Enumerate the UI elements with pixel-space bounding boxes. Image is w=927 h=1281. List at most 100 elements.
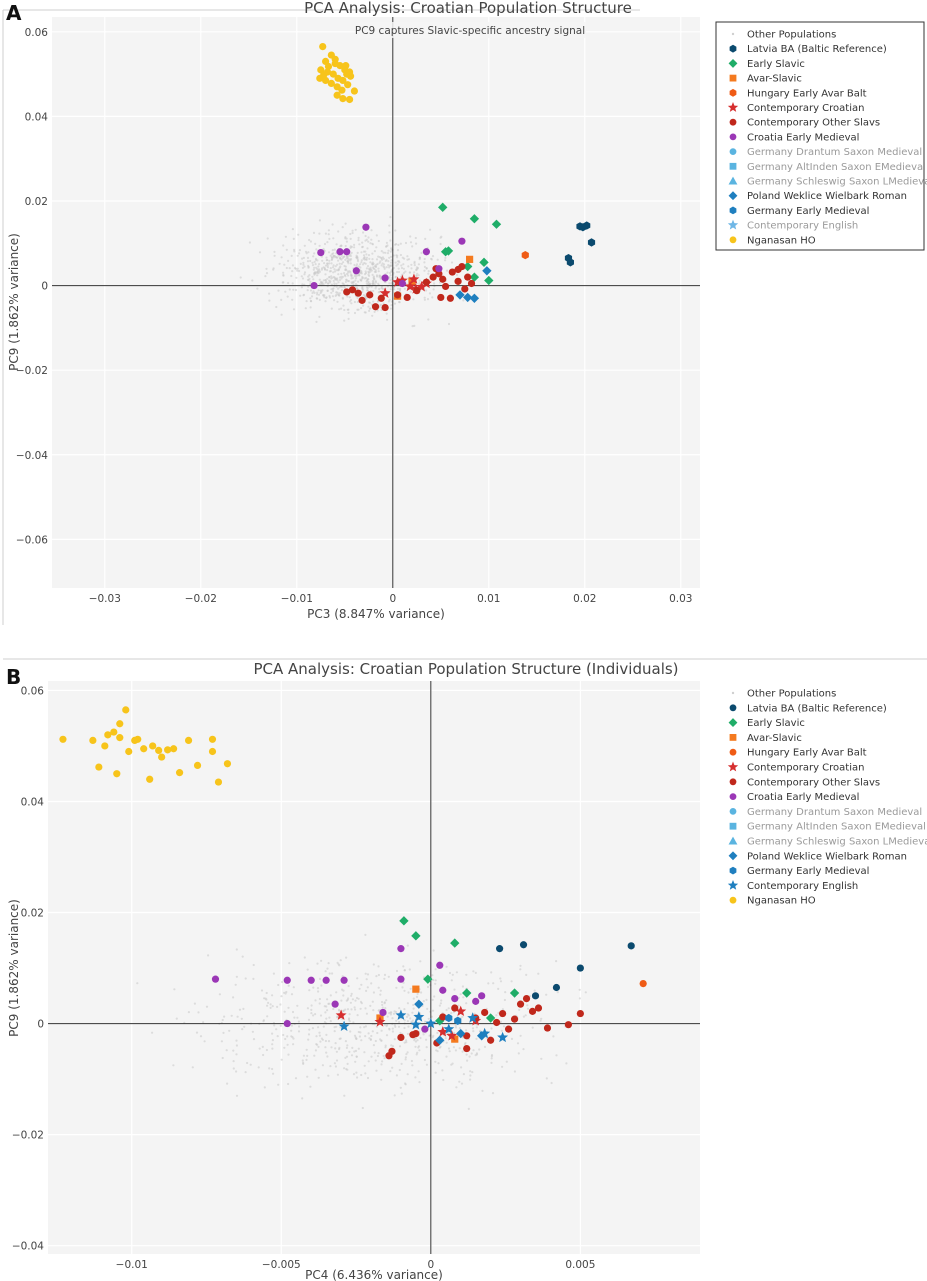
point-contemporary-other-slavs bbox=[454, 277, 462, 285]
legend-item-other-populations[interactable]: Other Populations bbox=[731, 30, 837, 41]
legend-item-germany-early-medieval[interactable]: Germany Early Medieval bbox=[729, 206, 870, 217]
other-population-point bbox=[315, 1035, 318, 1038]
panel-b-title: PCA Analysis: Croatian Population Struct… bbox=[253, 660, 678, 678]
other-population-point bbox=[431, 974, 434, 977]
other-population-point bbox=[469, 1078, 472, 1081]
other-population-point bbox=[412, 1003, 415, 1007]
other-population-point bbox=[312, 231, 316, 234]
other-population-point bbox=[405, 1015, 409, 1019]
other-population-point bbox=[297, 1020, 300, 1023]
other-population-point bbox=[307, 1018, 311, 1021]
other-population-point bbox=[406, 1073, 409, 1076]
other-population-point bbox=[460, 1082, 464, 1085]
point-nganasan-ho bbox=[333, 91, 341, 99]
other-population-point bbox=[362, 254, 366, 257]
other-population-point bbox=[249, 1063, 252, 1066]
other-population-point bbox=[271, 1043, 274, 1046]
other-population-point bbox=[351, 282, 354, 285]
legend-item-hungary-early-avar-balt[interactable]: Hungary Early Avar Balt bbox=[729, 88, 867, 99]
other-population-point bbox=[418, 282, 421, 285]
other-population-point bbox=[402, 981, 405, 984]
legend-marker bbox=[727, 761, 739, 772]
point-poland-weklice-wielbark-roman bbox=[414, 999, 424, 1009]
legend-item-contemporary-english[interactable]: Contemporary English bbox=[727, 219, 858, 232]
legend-item-early-slavic[interactable]: Early Slavic bbox=[728, 59, 805, 70]
panel-a-legend-box bbox=[715, 21, 925, 251]
other-population-point bbox=[280, 313, 283, 316]
other-population-point bbox=[292, 1037, 295, 1040]
legend-item-contemporary-english[interactable]: Contemporary English bbox=[727, 879, 858, 892]
other-population-point bbox=[287, 984, 290, 987]
other-population-point bbox=[238, 1008, 242, 1011]
other-population-point bbox=[470, 1052, 473, 1055]
legend-item-germany-schleswig-saxon-lmedieval[interactable]: Germany Schleswig Saxon LMedieval bbox=[728, 177, 927, 188]
other-population-point bbox=[355, 1071, 358, 1074]
legend-item-contemporary-other-slavs[interactable]: Contemporary Other Slavs bbox=[729, 777, 881, 788]
other-population-point bbox=[232, 996, 235, 999]
legend-item-early-slavic[interactable]: Early Slavic bbox=[728, 718, 805, 729]
other-population-point bbox=[316, 962, 319, 965]
other-population-point bbox=[365, 238, 368, 241]
other-population-point bbox=[366, 265, 370, 268]
other-population-point bbox=[332, 256, 335, 259]
point-croatia-early-medieval bbox=[362, 223, 370, 231]
other-population-point bbox=[363, 1026, 366, 1029]
other-population-point bbox=[319, 1040, 322, 1043]
other-population-point bbox=[292, 237, 295, 240]
legend-item-germany-schleswig-saxon-lmedieval[interactable]: Germany Schleswig Saxon LMedieval bbox=[728, 837, 927, 848]
legend-item-avar-slavic[interactable]: Avar-Slavic bbox=[729, 74, 802, 85]
other-population-point bbox=[256, 287, 259, 290]
point-contemporary-english bbox=[443, 1023, 455, 1034]
other-population-point bbox=[343, 1094, 346, 1097]
other-population-point bbox=[337, 273, 340, 276]
legend-item-latvia-ba-baltic-reference[interactable]: Latvia BA (Baltic Reference) bbox=[729, 703, 887, 714]
legend-item-germany-altinden-saxon-emedieval[interactable]: Germany AltInden Saxon EMedieval bbox=[729, 822, 926, 833]
other-population-point bbox=[336, 961, 339, 965]
legend-item-latvia-ba-baltic-reference[interactable]: Latvia BA (Baltic Reference) bbox=[729, 44, 887, 55]
other-population-point bbox=[490, 1055, 493, 1058]
other-population-point bbox=[522, 1048, 525, 1051]
other-population-point bbox=[437, 1062, 440, 1065]
legend-label: Hungary Early Avar Balt bbox=[747, 748, 867, 759]
other-population-point bbox=[487, 982, 490, 985]
legend-item-germany-altinden-saxon-emedieval[interactable]: Germany AltInden Saxon EMedieval bbox=[729, 162, 926, 173]
legend-item-hungary-early-avar-balt[interactable]: Hungary Early Avar Balt bbox=[729, 748, 867, 759]
point-croatia-early-medieval bbox=[283, 1019, 291, 1028]
other-population-point bbox=[294, 1077, 298, 1080]
other-population-point bbox=[351, 998, 354, 1001]
legend-item-avar-slavic[interactable]: Avar-Slavic bbox=[729, 733, 802, 744]
legend-item-contemporary-other-slavs[interactable]: Contemporary Other Slavs bbox=[729, 118, 881, 129]
other-population-point bbox=[332, 237, 335, 240]
other-population-point bbox=[519, 964, 522, 967]
other-population-point bbox=[173, 988, 176, 991]
other-population-point bbox=[335, 243, 338, 246]
other-population-point bbox=[309, 280, 312, 283]
other-population-point bbox=[403, 1026, 406, 1030]
x-tick-label: 0.02 bbox=[573, 593, 596, 605]
legend-item-nganasan-ho[interactable]: Nganasan HO bbox=[729, 896, 816, 907]
legend-item-other-populations[interactable]: Other Populations bbox=[731, 689, 837, 700]
other-population-point bbox=[439, 242, 442, 246]
point-croatia-early-medieval bbox=[331, 1000, 339, 1008]
other-population-point bbox=[323, 262, 326, 265]
other-population-point bbox=[329, 1020, 332, 1023]
other-population-point bbox=[371, 258, 374, 261]
other-population-point bbox=[340, 999, 343, 1002]
other-population-point bbox=[438, 1004, 441, 1007]
legend-item-croatia-early-medieval[interactable]: Croatia Early Medieval bbox=[729, 132, 860, 143]
legend-item-germany-drantum-saxon-medieval[interactable]: Germany Drantum Saxon Medieval bbox=[729, 807, 923, 818]
legend-item-germany-drantum-saxon-medieval[interactable]: Germany Drantum Saxon Medieval bbox=[729, 147, 923, 158]
point-nganasan-ho bbox=[319, 43, 327, 51]
legend-item-contemporary-croatian[interactable]: Contemporary Croatian bbox=[727, 761, 865, 774]
other-population-point bbox=[411, 1064, 414, 1067]
legend-item-poland-weklice-wielbark-roman[interactable]: Poland Weklice Wielbark Roman bbox=[728, 851, 907, 862]
point-nganasan-ho bbox=[116, 720, 124, 728]
legend-item-contemporary-croatian[interactable]: Contemporary Croatian bbox=[727, 102, 865, 114]
other-population-point bbox=[251, 279, 254, 282]
legend-item-germany-early-medieval[interactable]: Germany Early Medieval bbox=[729, 866, 870, 877]
legend-item-poland-weklice-wielbark-roman[interactable]: Poland Weklice Wielbark Roman bbox=[728, 191, 907, 202]
legend-item-croatia-early-medieval[interactable]: Croatia Early Medieval bbox=[729, 792, 860, 803]
other-population-point bbox=[325, 259, 328, 262]
legend-item-nganasan-ho[interactable]: Nganasan HO bbox=[729, 235, 816, 246]
x-tick-label: −0.02 bbox=[185, 593, 217, 605]
